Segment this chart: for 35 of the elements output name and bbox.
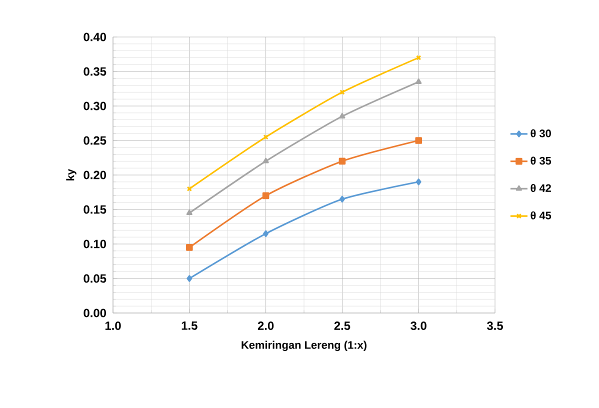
- x-tick-label: 3.5: [486, 322, 503, 330]
- point: [339, 196, 345, 203]
- point: [263, 230, 269, 238]
- point: [186, 244, 193, 251]
- point: [416, 178, 422, 186]
- legend-label: θ 45: [530, 211, 552, 220]
- y-tick-label: 0.40: [84, 32, 106, 42]
- point: [415, 137, 422, 144]
- legend-label: θ 42: [530, 184, 551, 192]
- y-tick-label: 0.20: [84, 170, 106, 180]
- y-tick-label: 0.15: [84, 205, 106, 214]
- y-tick-label: 0.30: [84, 102, 106, 110]
- x-tick-label: 3.0: [410, 322, 426, 330]
- point: [416, 78, 422, 84]
- x-tick-label: 1.0: [105, 322, 121, 330]
- y-axis-title: ky: [66, 168, 76, 180]
- legend-label: θ 30: [530, 129, 551, 138]
- y-tick-label: 0.25: [84, 136, 106, 145]
- point: [338, 158, 346, 165]
- x-tick-label: 2.5: [334, 322, 350, 330]
- legend-label: θ 35: [530, 156, 552, 165]
- point: [186, 275, 192, 282]
- point: [339, 112, 346, 118]
- point: [262, 158, 269, 164]
- y-tick-label: 0.10: [84, 240, 106, 248]
- y-tick-label: 0.05: [84, 274, 106, 283]
- point: [340, 90, 345, 95]
- point: [186, 210, 192, 216]
- y-tick-label: 0.00: [84, 308, 106, 318]
- x-axis-title: Kemiringan Lereng (1:x): [242, 340, 366, 352]
- point: [263, 134, 268, 140]
- y-tick-label: 0.35: [84, 67, 106, 76]
- x-tick-label: 2.0: [258, 322, 274, 330]
- x-tick-label: 1.5: [182, 322, 198, 330]
- point: [262, 192, 270, 200]
